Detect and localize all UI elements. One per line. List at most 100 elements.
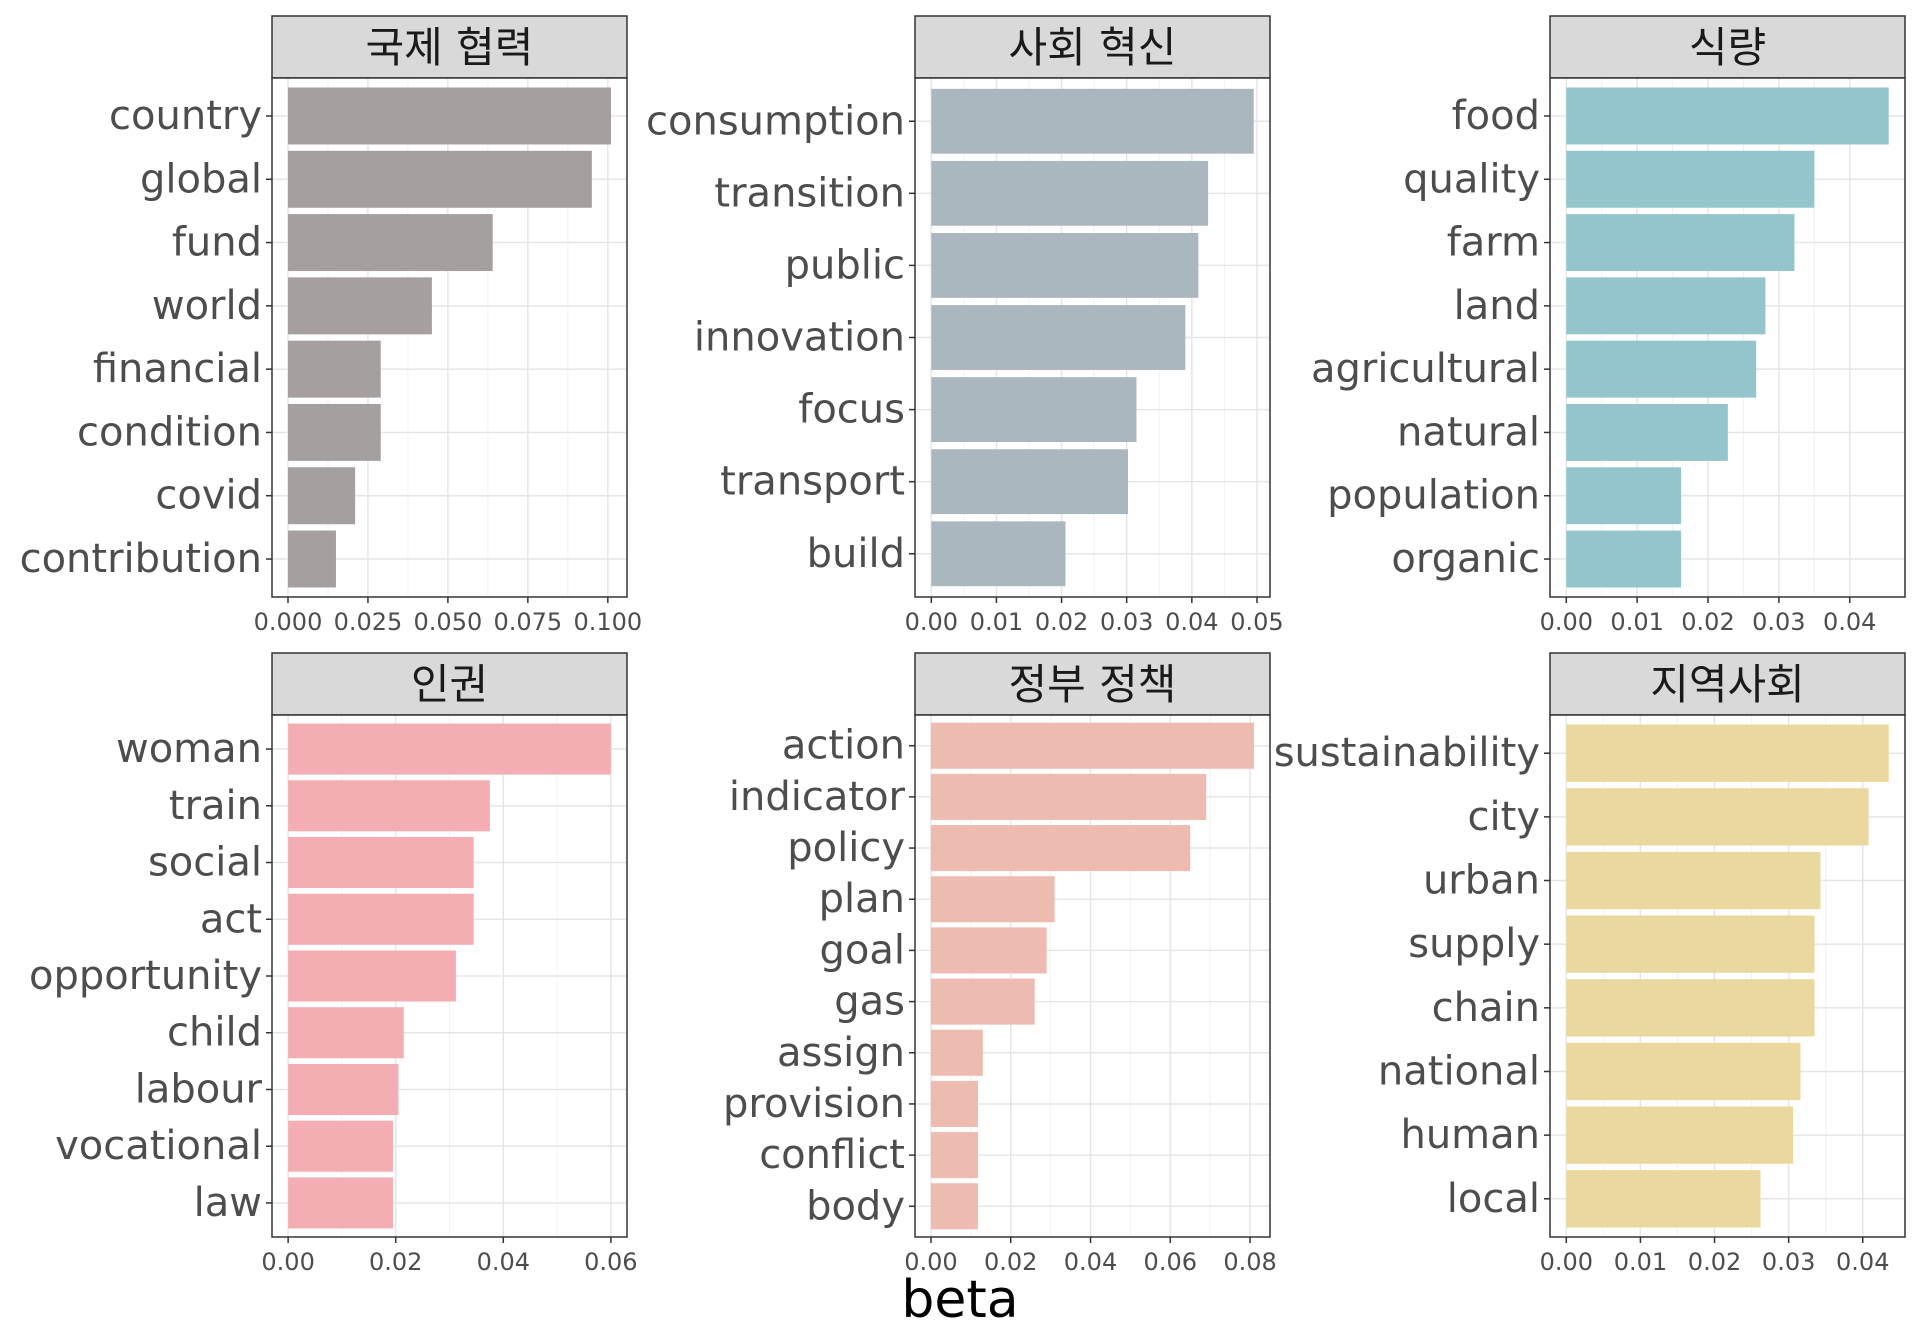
facet-panel-4: 인권 woman train social act opportunity child lab… (29, 652, 638, 1276)
bar-child (288, 1007, 404, 1059)
category-label: act (200, 896, 262, 942)
x-tick-label: 0.06 (1144, 1248, 1197, 1276)
category-label: law (194, 1180, 262, 1226)
category-label: covid (155, 473, 262, 519)
bar-consumption (931, 88, 1254, 154)
category-label: human (1400, 1112, 1540, 1158)
category-label: global (140, 156, 262, 202)
category-label: farm (1447, 220, 1540, 266)
facet-title: 지역사회 (1650, 660, 1805, 709)
bar-action (930, 722, 1255, 769)
facet-strip (914, 15, 1271, 79)
bar-goal (930, 927, 1047, 974)
bar-condition (287, 403, 381, 461)
x-tick-label: 0.075 (493, 608, 562, 636)
bar-train (288, 780, 490, 832)
bar-vocational (288, 1120, 394, 1172)
category-label: agricultural (1311, 346, 1540, 392)
x-tick-label: 0.03 (1762, 1248, 1815, 1276)
category-label: labour (135, 1066, 263, 1112)
facet-title: 인권 (411, 660, 488, 709)
facet-title: 정부 정책 (1009, 660, 1177, 709)
bar-human (1566, 1106, 1794, 1164)
facet-title: 국제 협력 (366, 23, 534, 72)
x-tick-label: 0.025 (334, 608, 403, 636)
bar-act (288, 893, 474, 945)
bar-agricultural (1566, 340, 1757, 398)
bar-contribution (287, 530, 336, 588)
x-tick-label: 0.02 (1681, 608, 1734, 636)
bar-world (287, 277, 432, 335)
bar-urban (1566, 851, 1821, 910)
category-label: land (1454, 283, 1540, 329)
category-label: social (148, 840, 262, 886)
x-tick-label: 0.03 (1752, 608, 1805, 636)
bar-sustainability (1566, 724, 1889, 782)
category-label: population (1327, 473, 1540, 519)
x-tick-label: 0.04 (1064, 1248, 1117, 1276)
bar-natural (1566, 403, 1728, 461)
x-tick-label: 0.05 (1230, 608, 1283, 636)
bar-transition (931, 160, 1209, 226)
x-tick-label: 0.01 (970, 608, 1023, 636)
category-label: world (152, 283, 262, 329)
category-label: innovation (694, 315, 905, 361)
category-label: sustainability (1274, 730, 1540, 776)
bar-covid (287, 467, 356, 525)
category-label: supply (1408, 921, 1540, 967)
x-tick-label: 0.04 (1836, 1248, 1889, 1276)
category-label: gas (834, 979, 905, 1025)
x-tick-label: 0.000 (254, 608, 323, 636)
category-label: focus (798, 387, 905, 433)
bar-supply (1566, 915, 1815, 973)
category-label: city (1468, 794, 1540, 840)
bar-fund (287, 214, 493, 272)
x-tick-label: 0.02 (1035, 608, 1088, 636)
category-label: body (806, 1183, 905, 1229)
panel-border (914, 714, 1271, 1238)
bar-local (1566, 1170, 1761, 1228)
category-label: natural (1397, 409, 1540, 455)
category-label: vocational (55, 1123, 262, 1169)
category-label: plan (819, 876, 905, 922)
category-label: train (169, 783, 262, 829)
facet-panel-6: 지역사회 sustainability city urban supply chain na… (1274, 652, 1906, 1276)
facet-title: 사회 혁신 (1009, 23, 1177, 72)
x-tick-label: 0.02 (1688, 1248, 1741, 1276)
facet-panel-5: 정부 정책 action indicator policy plan goal gas ass… (723, 652, 1277, 1276)
bar-plan (930, 876, 1055, 923)
panel-border (1549, 714, 1906, 1238)
bar-city (1566, 788, 1869, 846)
category-label: fund (172, 220, 262, 266)
category-label: financial (93, 346, 262, 392)
x-axis-title: beta (901, 1270, 1019, 1330)
bar-transport (931, 449, 1128, 515)
category-label: indicator (729, 774, 906, 820)
bar-assign (930, 1029, 983, 1076)
bar-country (287, 87, 612, 145)
bar-farm (1566, 214, 1795, 272)
category-label: chain (1432, 985, 1540, 1031)
x-tick-label: 0.01 (1610, 608, 1663, 636)
category-label: consumption (646, 98, 905, 144)
facet-strip (271, 15, 628, 79)
bar-focus (931, 377, 1137, 443)
x-tick-label: 0.00 (904, 1248, 957, 1276)
bar-public (931, 232, 1199, 298)
category-label: policy (787, 825, 905, 871)
x-tick-label: 0.050 (414, 608, 483, 636)
x-tick-label: 0.00 (905, 608, 958, 636)
category-label: country (109, 93, 262, 139)
category-label: condition (77, 409, 262, 455)
facet-title: 식량 (1689, 23, 1766, 72)
bar-national (1566, 1042, 1801, 1101)
facet-strip (1549, 15, 1906, 79)
bar-land (1566, 277, 1766, 335)
x-tick-label: 0.00 (261, 1248, 314, 1276)
x-tick-label: 0.02 (369, 1248, 422, 1276)
bar-labour (288, 1063, 399, 1116)
bar-innovation (931, 305, 1186, 370)
bar-global (287, 150, 592, 208)
category-label: local (1447, 1176, 1540, 1222)
